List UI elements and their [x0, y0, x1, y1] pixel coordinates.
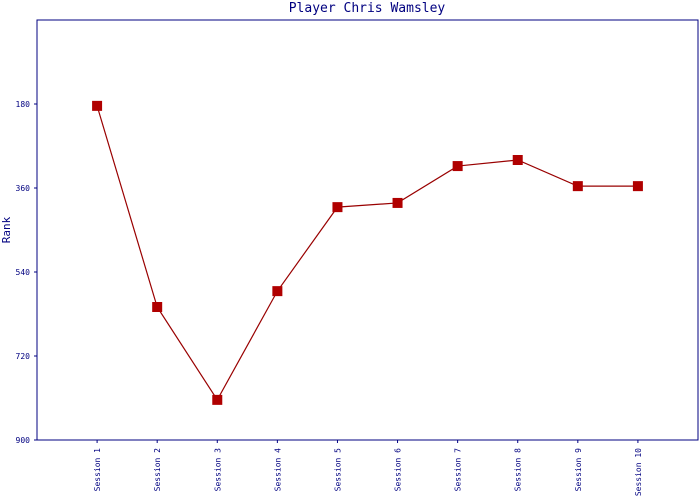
- data-point: [272, 286, 283, 297]
- y-tick-label: 720: [16, 352, 31, 361]
- series-line: [96, 105, 638, 402]
- y-tick-label: 180: [16, 100, 31, 109]
- data-point: [392, 197, 403, 208]
- data-point: [332, 202, 343, 213]
- y-tick-label: 540: [16, 268, 31, 277]
- y-tick-label: 360: [16, 184, 31, 193]
- data-point: [152, 302, 163, 312]
- x-tick-label: Session 6: [394, 448, 403, 492]
- x-tick-label: Session 1: [93, 448, 102, 492]
- x-tick-label: Session 3: [213, 448, 222, 492]
- x-tick-label: Session 4: [273, 448, 282, 492]
- x-tick-label: Session 9: [574, 448, 583, 492]
- x-tick-label: Session 2: [153, 448, 162, 492]
- data-point: [452, 161, 463, 172]
- y-tick-label: 900: [16, 436, 31, 445]
- x-tick-label: Session 8: [514, 448, 523, 492]
- data-point: [632, 181, 643, 192]
- data-point: [572, 181, 583, 192]
- x-tick-label: Session 7: [454, 448, 463, 492]
- x-tick-label: Session 10: [634, 448, 643, 496]
- plot-frame: [36, 19, 699, 441]
- x-tick-label: Session 5: [333, 448, 342, 492]
- data-point: [212, 394, 223, 405]
- chart-title: Player Chris Wamsley: [289, 1, 446, 16]
- y-axis-label: Rank: [0, 216, 13, 243]
- data-point: [512, 155, 523, 165]
- data-point: [92, 100, 103, 111]
